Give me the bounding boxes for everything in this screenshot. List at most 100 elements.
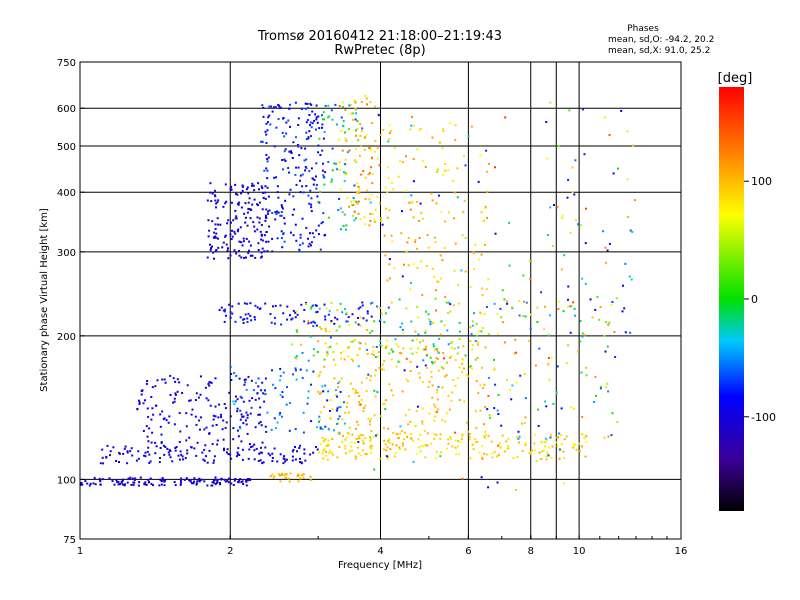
data-point	[247, 251, 250, 254]
data-point	[355, 112, 357, 115]
data-point	[429, 356, 432, 359]
data-point	[301, 217, 304, 220]
data-point	[581, 415, 584, 418]
data-point	[234, 183, 237, 186]
data-point	[194, 415, 197, 418]
data-point	[277, 211, 280, 214]
data-point	[464, 270, 467, 273]
data-point	[347, 432, 350, 435]
data-point	[297, 124, 300, 126]
data-point	[424, 444, 427, 447]
data-point	[370, 451, 372, 454]
data-point	[447, 311, 450, 314]
data-point	[479, 384, 482, 387]
data-point	[444, 169, 447, 172]
data-point	[393, 146, 396, 149]
data-point	[316, 351, 319, 353]
data-point	[433, 348, 436, 351]
data-point	[147, 440, 150, 443]
data-point	[291, 343, 294, 346]
data-point	[163, 480, 166, 483]
data-point	[230, 373, 233, 375]
data-point	[279, 394, 282, 396]
data-point	[315, 128, 317, 131]
data-point	[357, 317, 359, 319]
data-point	[339, 228, 342, 231]
data-point	[370, 444, 373, 447]
data-point	[210, 381, 213, 384]
data-point	[251, 182, 254, 185]
data-point	[239, 418, 242, 421]
data-point	[361, 127, 364, 130]
data-point	[518, 314, 521, 317]
data-point	[382, 427, 385, 430]
data-point	[331, 408, 334, 411]
data-point	[508, 264, 511, 267]
data-point	[359, 123, 362, 125]
data-point	[294, 446, 296, 448]
data-point	[309, 335, 312, 338]
data-point	[266, 169, 269, 172]
data-point	[520, 422, 523, 425]
chart-subtitle: RwPretec (8p)	[334, 43, 425, 58]
data-point	[350, 103, 353, 106]
data-point	[417, 220, 420, 222]
data-point	[407, 264, 410, 267]
data-point	[227, 481, 230, 484]
data-point	[324, 425, 327, 428]
data-point	[409, 347, 412, 350]
data-point	[524, 442, 527, 445]
data-point	[602, 230, 605, 233]
data-point	[303, 320, 306, 323]
data-point	[388, 132, 391, 134]
data-point	[563, 482, 565, 485]
data-point	[493, 358, 495, 361]
data-point	[321, 126, 323, 129]
data-point	[347, 355, 350, 358]
data-point	[214, 476, 217, 479]
data-point	[447, 301, 450, 304]
data-point	[321, 385, 324, 388]
data-point	[239, 409, 242, 412]
data-point	[92, 482, 95, 485]
data-point	[433, 433, 436, 436]
data-point	[239, 226, 242, 229]
data-point	[163, 417, 166, 420]
data-point	[347, 395, 350, 398]
data-point	[238, 201, 241, 204]
data-point	[434, 289, 437, 292]
data-point	[348, 127, 351, 130]
data-point	[418, 129, 421, 132]
data-point	[422, 445, 425, 448]
data-point	[536, 321, 539, 323]
data-point	[504, 450, 507, 453]
data-point	[330, 320, 333, 322]
data-point	[299, 244, 302, 246]
data-point	[213, 257, 215, 260]
data-point	[176, 378, 179, 381]
data-point	[484, 205, 487, 208]
data-point	[304, 169, 306, 172]
data-point	[174, 447, 177, 449]
data-point	[399, 326, 402, 328]
data-point	[369, 201, 372, 204]
data-point	[501, 434, 504, 437]
data-point	[345, 436, 348, 439]
data-point	[346, 151, 349, 154]
data-point	[294, 223, 297, 226]
data-point	[258, 217, 261, 220]
data-point	[295, 183, 298, 186]
data-point	[297, 145, 300, 148]
data-point	[296, 475, 299, 477]
data-point	[471, 344, 474, 347]
data-point	[263, 250, 266, 253]
data-point	[281, 207, 284, 210]
data-point	[382, 368, 385, 371]
data-point	[167, 421, 170, 424]
data-point	[326, 458, 329, 461]
data-point	[499, 307, 502, 310]
data-point	[368, 198, 371, 201]
data-point	[397, 437, 400, 440]
data-point	[607, 390, 610, 393]
data-point	[259, 307, 262, 310]
